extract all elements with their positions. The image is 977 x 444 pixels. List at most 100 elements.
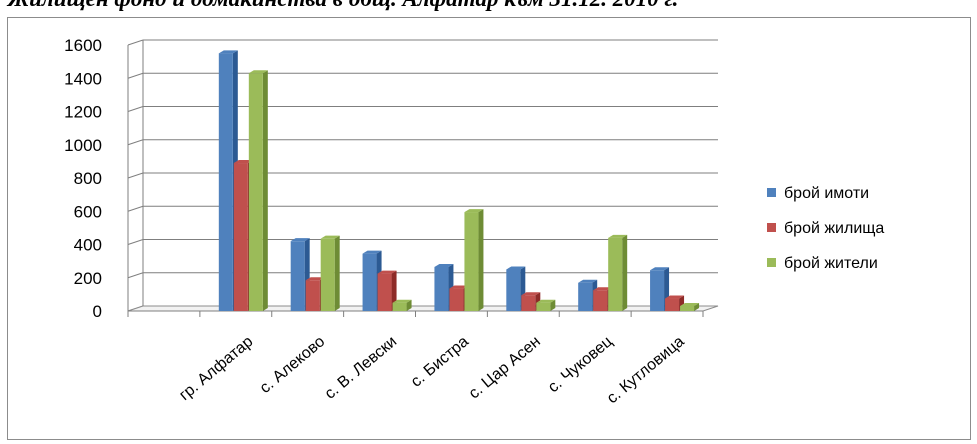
x-category-label: с. Чуковец — [545, 333, 616, 396]
bar-side — [406, 299, 412, 311]
bar-side — [334, 235, 340, 311]
gridline-side — [127, 172, 144, 179]
legend-label: брой имоти — [784, 185, 869, 202]
bar — [377, 270, 397, 311]
legend-label: брой жители — [784, 255, 878, 272]
chart-frame — [7, 17, 971, 440]
legend: брой имоти брой жилища брой жители — [767, 185, 884, 272]
axis-labels: 0 200 400 600 800 1000 1200 1400 1600 гр. Алфатар… — [64, 36, 688, 407]
gridline-side — [127, 72, 144, 79]
bar-top — [680, 303, 700, 307]
gridline-side — [127, 239, 144, 245]
bar-side — [262, 70, 268, 311]
bar — [392, 299, 412, 311]
bar-front — [248, 73, 263, 311]
y-tick-label: 800 — [74, 169, 102, 188]
bar-front — [233, 163, 248, 311]
gridline-side — [127, 139, 144, 146]
bar-front — [521, 295, 536, 311]
bar-front — [464, 212, 479, 311]
legend-label: брой жилища — [784, 220, 884, 237]
bar-top — [290, 238, 310, 242]
bar-front — [593, 290, 608, 311]
bars — [218, 50, 700, 311]
bar-front — [449, 288, 464, 311]
bar-top — [593, 287, 613, 291]
bar-top — [392, 299, 412, 303]
y-tick-label: 400 — [74, 236, 102, 255]
y-tick-label: 1400 — [64, 69, 102, 88]
x-category-label: с. Цар Асен — [466, 333, 544, 402]
bar-top — [608, 234, 628, 238]
gridline-side — [127, 205, 144, 212]
bar-front — [506, 269, 521, 311]
legend-item: брой жилища — [767, 220, 884, 237]
y-tick-label: 1000 — [64, 136, 102, 155]
bar-front — [305, 280, 320, 311]
bar-top — [521, 292, 541, 296]
bar-top — [650, 267, 670, 271]
bar-top — [536, 299, 556, 303]
legend-item: брой имоти — [767, 185, 869, 202]
bar-top — [320, 235, 340, 239]
bar-top — [362, 250, 382, 254]
bar-top — [464, 209, 484, 213]
x-category-label: с. Кутловица — [604, 333, 688, 407]
bar-top — [665, 295, 685, 299]
y-tick-label: 0 — [93, 302, 102, 321]
bar-top — [377, 270, 397, 274]
chart-floor — [127, 305, 719, 312]
x-category-label: гр. Алфатар — [176, 333, 256, 404]
legend-item: брой жители — [767, 255, 878, 272]
bar-top — [434, 263, 454, 267]
bar — [536, 299, 556, 311]
bar-top — [449, 285, 469, 289]
bar-front — [650, 270, 665, 311]
bar-front — [218, 53, 233, 311]
bar — [320, 235, 340, 311]
y-tick-label: 600 — [74, 202, 102, 221]
axes — [127, 40, 719, 317]
chart-title: Жилищен фонд и домакинства в общ. Алфата… — [0, 0, 977, 12]
bar — [464, 209, 484, 311]
x-category-label: с. Алеково — [257, 333, 329, 397]
x-category-label: с. В. Левски — [322, 333, 400, 403]
legend-swatch — [767, 188, 776, 197]
bar-top — [305, 277, 325, 281]
bar-front — [362, 253, 377, 311]
bar-front — [536, 302, 551, 311]
gridline-side — [127, 106, 144, 112]
bar-top — [218, 50, 238, 54]
gridline-side — [127, 272, 144, 279]
bar — [248, 70, 268, 311]
bar-front — [320, 238, 335, 311]
bar-side — [694, 303, 700, 311]
bar-side — [391, 270, 397, 311]
bar-top — [248, 70, 268, 74]
bar-front — [608, 237, 623, 311]
bar-top — [233, 160, 253, 164]
gridlines — [127, 39, 718, 312]
bar-front — [392, 302, 407, 311]
legend-swatch — [767, 223, 776, 232]
bar-side — [550, 299, 556, 311]
y-tick-label: 200 — [74, 269, 102, 288]
y-tick-label: 1600 — [64, 36, 102, 55]
bar-side — [622, 234, 628, 311]
y-tick-label: 1200 — [64, 103, 102, 122]
bar-front — [377, 273, 392, 311]
bar-front — [290, 241, 305, 311]
bar-front — [665, 298, 680, 311]
x-category-label: с. Бистра — [408, 333, 472, 391]
bar — [680, 303, 700, 311]
bar — [608, 234, 628, 311]
bar-top — [506, 266, 526, 270]
legend-swatch — [767, 258, 776, 267]
bar-top — [578, 279, 598, 283]
bar-side — [478, 209, 484, 311]
bar-front — [578, 282, 593, 311]
bar-front — [680, 306, 695, 311]
bar-front — [434, 266, 449, 311]
gridline-side — [127, 39, 144, 46]
